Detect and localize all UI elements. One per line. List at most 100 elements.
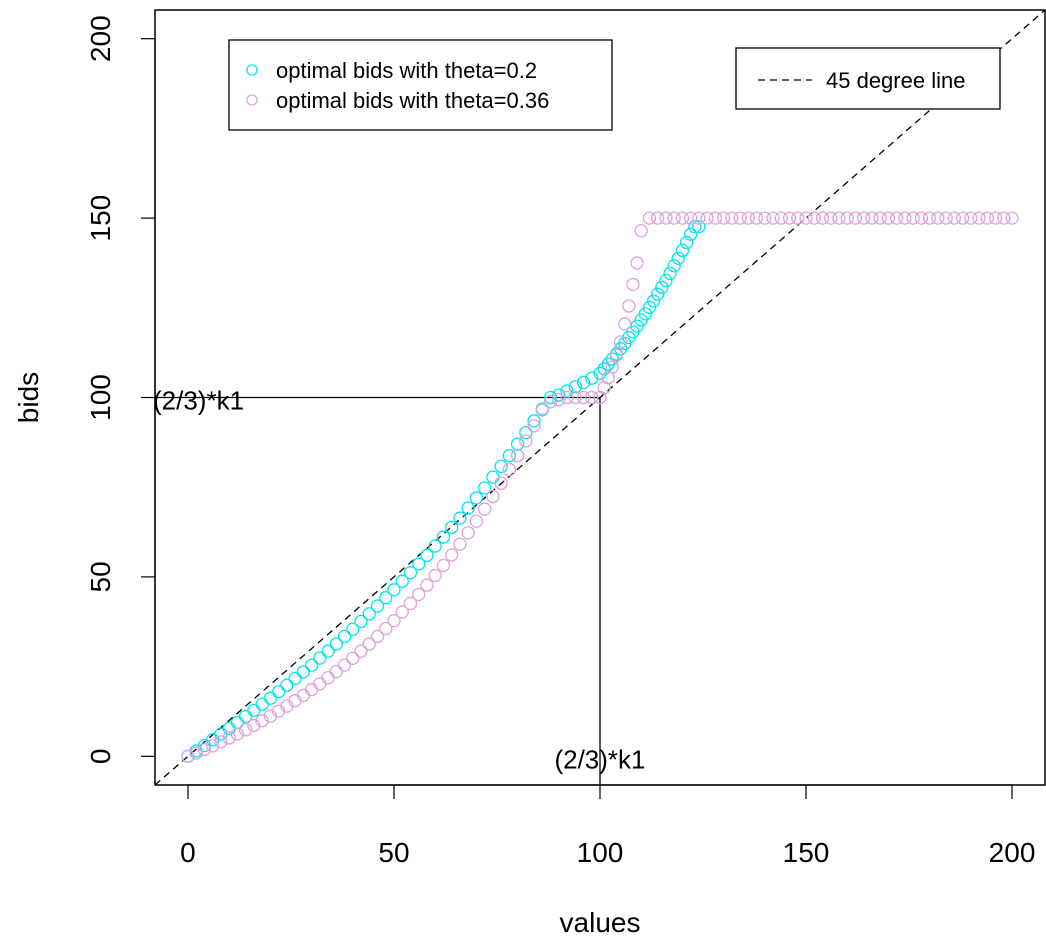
data-point bbox=[379, 621, 393, 636]
data-point bbox=[354, 614, 368, 629]
data-point bbox=[576, 375, 591, 390]
data-point bbox=[655, 280, 669, 294]
data-point bbox=[436, 530, 451, 544]
data-point bbox=[453, 511, 467, 525]
data-point bbox=[716, 211, 731, 225]
data-point bbox=[634, 224, 648, 238]
data-point bbox=[613, 335, 628, 349]
data-point bbox=[477, 481, 492, 495]
data-point bbox=[881, 211, 896, 225]
data-point bbox=[914, 211, 929, 225]
data-point bbox=[906, 211, 920, 225]
data-point bbox=[1005, 211, 1019, 225]
data-point bbox=[379, 591, 393, 605]
data-point bbox=[585, 390, 599, 405]
data-point bbox=[486, 489, 500, 504]
plot-area bbox=[154, 9, 1046, 786]
legend-entry: optimal bids with theta=0.36 bbox=[276, 88, 549, 113]
data-point bbox=[387, 614, 401, 628]
data-point bbox=[997, 211, 1011, 225]
data-point bbox=[865, 211, 879, 225]
data-point bbox=[387, 583, 401, 597]
x-tick-label: 50 bbox=[378, 837, 409, 868]
data-point bbox=[766, 211, 780, 225]
data-point bbox=[671, 251, 685, 265]
data-point bbox=[403, 596, 418, 611]
data-point bbox=[560, 390, 574, 405]
data-point bbox=[519, 426, 533, 440]
data-point bbox=[832, 211, 846, 225]
data-point bbox=[890, 211, 904, 225]
y-axis-label: bids bbox=[13, 372, 44, 423]
legend-entry: 45 degree line bbox=[826, 68, 965, 93]
x-tick-label: 100 bbox=[577, 837, 624, 868]
data-point bbox=[271, 685, 286, 699]
data-point bbox=[955, 211, 970, 225]
data-point bbox=[638, 307, 652, 321]
data-point bbox=[206, 739, 220, 753]
data-point bbox=[502, 462, 517, 477]
data-point bbox=[313, 677, 327, 691]
data-point bbox=[535, 402, 549, 416]
data-point bbox=[362, 607, 376, 621]
data-point bbox=[370, 629, 385, 644]
data-point bbox=[486, 470, 500, 484]
data-point bbox=[346, 651, 360, 665]
data-point bbox=[321, 671, 335, 685]
data-point bbox=[469, 514, 484, 528]
data-point bbox=[445, 548, 459, 562]
data-point bbox=[461, 526, 475, 540]
data-point bbox=[758, 211, 772, 225]
data-point bbox=[922, 211, 937, 225]
data-point bbox=[733, 211, 747, 225]
data-point bbox=[931, 211, 945, 225]
data-point bbox=[560, 384, 574, 398]
data-point bbox=[535, 403, 549, 417]
data-point bbox=[280, 678, 294, 692]
data-point bbox=[255, 697, 269, 711]
data-point bbox=[622, 299, 636, 313]
data-point bbox=[510, 437, 525, 451]
data-point bbox=[494, 459, 508, 474]
x-tick-label: 200 bbox=[989, 837, 1036, 868]
data-point bbox=[428, 568, 442, 583]
data-point bbox=[494, 476, 508, 490]
data-point bbox=[395, 605, 409, 619]
data-point bbox=[453, 537, 467, 551]
data-point bbox=[642, 300, 657, 315]
data-point bbox=[263, 691, 278, 705]
x-tick-label: 0 bbox=[180, 837, 196, 868]
data-point bbox=[321, 644, 335, 658]
data-point bbox=[972, 211, 986, 225]
data-point bbox=[469, 491, 484, 505]
data-point bbox=[646, 294, 661, 308]
data-point bbox=[840, 211, 854, 225]
data-point bbox=[692, 211, 706, 225]
data-point bbox=[692, 220, 706, 234]
data-point bbox=[688, 220, 702, 234]
data-point bbox=[568, 390, 582, 405]
data-point bbox=[247, 703, 261, 718]
data-point bbox=[543, 395, 558, 409]
data-point bbox=[799, 211, 813, 225]
data-point bbox=[502, 448, 517, 463]
data-point bbox=[659, 211, 673, 225]
legend-top-right: 45 degree line bbox=[735, 47, 1001, 110]
data-point bbox=[230, 715, 245, 730]
data-point bbox=[288, 671, 302, 686]
data-point bbox=[552, 393, 566, 407]
data-point bbox=[362, 637, 376, 651]
data-point bbox=[337, 658, 352, 672]
data-point bbox=[898, 211, 912, 225]
data-point bbox=[642, 211, 657, 225]
data-point bbox=[420, 578, 434, 592]
data-point bbox=[725, 211, 739, 225]
data-point bbox=[663, 266, 677, 281]
data-point bbox=[197, 742, 212, 757]
data-point bbox=[329, 664, 343, 679]
data-point bbox=[791, 211, 805, 225]
data-point bbox=[510, 448, 525, 463]
annotations: (2/3)*k1 (2/3)*k1 bbox=[153, 386, 646, 775]
data-point bbox=[568, 380, 582, 394]
data-point bbox=[675, 243, 690, 258]
